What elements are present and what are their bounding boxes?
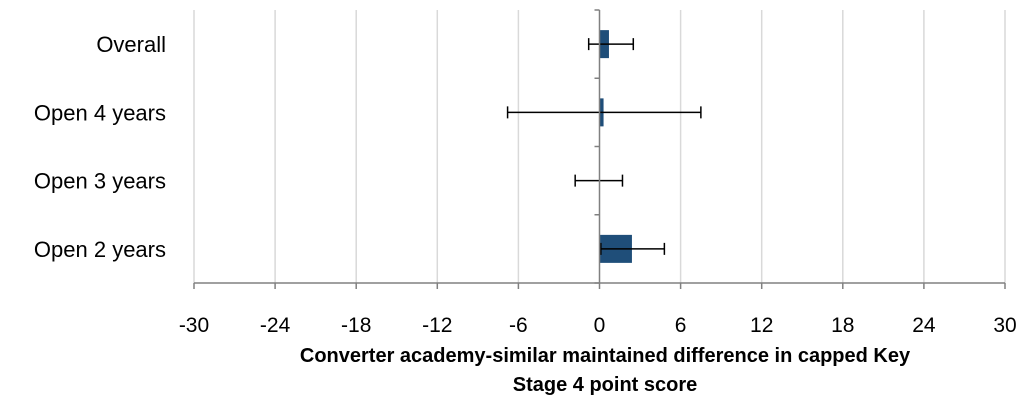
gridlines	[193, 10, 1006, 283]
x-tick-label: -6	[509, 314, 528, 337]
x-tick-label: 30	[993, 314, 1016, 337]
category-label: Overall	[96, 32, 166, 57]
bars	[599, 30, 632, 263]
category-label: Open 3 years	[34, 169, 166, 194]
x-tick-label: 12	[750, 314, 773, 337]
error-bars	[506, 38, 702, 255]
x-axis-title-line-2: Stage 4 point score	[513, 374, 698, 396]
x-axis-title-line-1: Converter academy-similar maintained dif…	[300, 345, 911, 367]
category-label: Open 4 years	[34, 100, 166, 125]
x-tick-label: -30	[179, 314, 209, 337]
x-tick-labels: -30 -24 -18 -12 -6 0 6 12 18 24 30	[179, 314, 1017, 337]
x-tick-label: -12	[422, 314, 452, 337]
category-labels: Overall Open 4 years Open 3 years Open 2 ye…	[34, 32, 166, 262]
x-tick-label: 6	[675, 314, 687, 337]
x-tick-label: -18	[341, 314, 371, 337]
category-label: Open 2 years	[34, 237, 166, 262]
axes	[193, 9, 1006, 289]
x-axis-title: Converter academy-similar maintained dif…	[300, 345, 911, 396]
x-tick-label: -24	[260, 314, 291, 337]
x-tick-label: 24	[912, 314, 936, 337]
x-tick-label: 0	[594, 314, 606, 337]
x-tick-label: 18	[831, 314, 854, 337]
